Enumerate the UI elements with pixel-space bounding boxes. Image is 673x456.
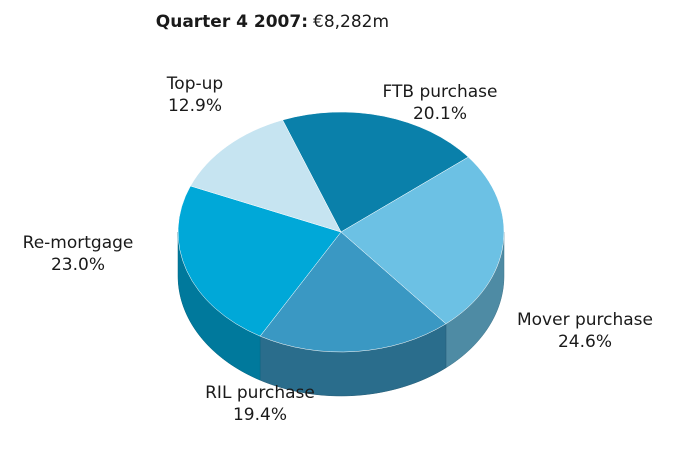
value-label: 12.9%: [168, 96, 222, 116]
value-label: 20.1%: [413, 104, 467, 124]
slice-label: Top-up: [166, 74, 223, 94]
chart-total: €8,282m: [313, 12, 389, 32]
pie-slice: [282, 111, 469, 233]
pie-slice: [177, 185, 342, 337]
slice-label: FTB purchase: [383, 82, 498, 102]
value-label: 23.0%: [51, 255, 105, 275]
pie-slice: [259, 231, 447, 353]
value-label: 19.4%: [233, 405, 287, 425]
slice-label: Re-mortgage: [23, 233, 134, 253]
pie-slice: [340, 156, 505, 325]
value-label: 24.6%: [558, 332, 612, 352]
chart-title: Quarter 4 2007:: [156, 12, 308, 32]
slice-label: Mover purchase: [517, 310, 653, 330]
pie-slice: [190, 119, 342, 233]
slice-label: RIL purchase: [205, 383, 315, 403]
